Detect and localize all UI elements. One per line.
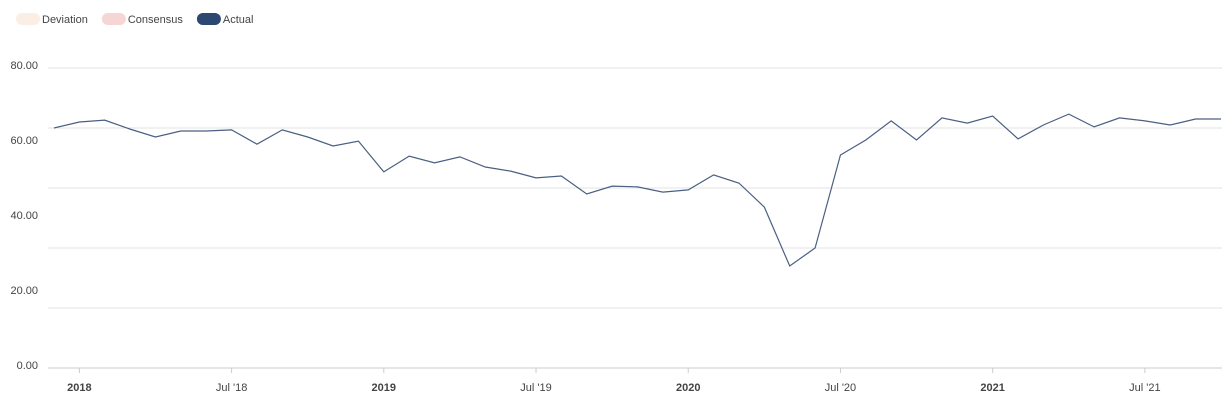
x-tick-label: Jul '18 [216,382,247,394]
x-tick-label: Jul '19 [520,382,551,394]
x-tick-label: Jul '21 [1129,382,1160,394]
legend-swatch[interactable] [101,13,126,25]
y-tick-label: 40.00 [10,210,38,222]
legend-swatch[interactable] [16,13,40,25]
legend-label[interactable]: Consensus [128,14,184,26]
y-tick-label: 0.00 [17,360,38,372]
legend-label[interactable]: Deviation [42,14,88,26]
x-tick-label: 2019 [372,382,396,394]
x-tick-label: 2021 [980,382,1004,394]
series-line [53,113,1221,267]
legend-swatch[interactable] [196,13,221,25]
legend-label[interactable]: Actual [223,14,254,26]
y-tick-label: 80.00 [10,60,38,72]
x-tick-label: 2020 [676,382,700,394]
y-tick-label: 60.00 [10,135,38,147]
x-tick-label: Jul '20 [825,382,856,394]
x-tick-label: 2018 [67,382,91,394]
y-tick-label: 20.00 [10,285,38,297]
